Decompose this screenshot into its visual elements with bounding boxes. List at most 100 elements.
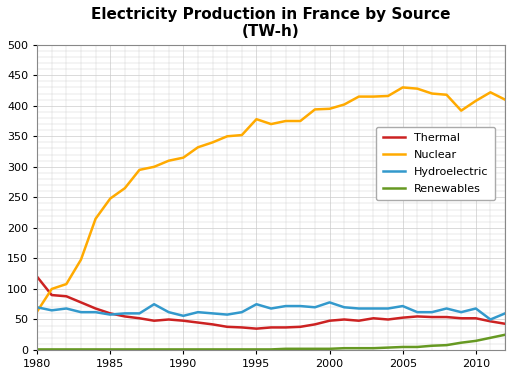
Hydroelectric: [312, 305, 318, 309]
Thermal: [34, 274, 40, 279]
Renewables: [443, 343, 450, 347]
Thermal: [195, 320, 201, 325]
Nuclear: [473, 99, 479, 103]
Renewables: [312, 347, 318, 351]
Hydroelectric: [93, 310, 99, 314]
Hydroelectric: [356, 306, 362, 311]
Renewables: [268, 347, 274, 352]
Hydroelectric: [473, 306, 479, 311]
Hydroelectric: [487, 317, 494, 322]
Renewables: [151, 347, 157, 352]
Thermal: [400, 315, 406, 320]
Nuclear: [370, 94, 376, 99]
Nuclear: [312, 107, 318, 112]
Legend: Thermal, Nuclear, Hydroelectric, Renewables: Thermal, Nuclear, Hydroelectric, Renewab…: [376, 127, 495, 200]
Nuclear: [385, 94, 391, 98]
Thermal: [385, 317, 391, 322]
Hydroelectric: [297, 304, 304, 308]
Title: Electricity Production in France by Source
(TW-h): Electricity Production in France by Sour…: [91, 7, 451, 39]
Renewables: [283, 347, 289, 351]
Hydroelectric: [253, 302, 260, 306]
Renewables: [341, 346, 347, 350]
Nuclear: [107, 196, 113, 201]
Renewables: [356, 346, 362, 350]
Nuclear: [180, 155, 186, 160]
Thermal: [297, 324, 304, 329]
Renewables: [107, 347, 113, 352]
Hydroelectric: [341, 305, 347, 309]
Thermal: [443, 315, 450, 319]
Nuclear: [443, 92, 450, 97]
Nuclear: [400, 85, 406, 90]
Hydroelectric: [209, 311, 216, 315]
Hydroelectric: [122, 311, 128, 315]
Thermal: [487, 319, 494, 324]
Thermal: [63, 294, 70, 299]
Hydroelectric: [268, 306, 274, 311]
Nuclear: [356, 94, 362, 99]
Hydroelectric: [195, 310, 201, 314]
Thermal: [49, 293, 55, 297]
Nuclear: [414, 86, 420, 91]
Thermal: [458, 316, 464, 320]
Hydroelectric: [151, 302, 157, 306]
Hydroelectric: [239, 310, 245, 314]
Renewables: [93, 347, 99, 352]
Nuclear: [458, 108, 464, 113]
Hydroelectric: [78, 310, 84, 314]
Line: Renewables: Renewables: [37, 335, 505, 349]
Thermal: [107, 311, 113, 315]
Nuclear: [239, 133, 245, 137]
Thermal: [283, 325, 289, 330]
Thermal: [166, 317, 172, 322]
Nuclear: [78, 258, 84, 262]
Hydroelectric: [370, 306, 376, 311]
Nuclear: [487, 90, 494, 95]
Thermal: [341, 317, 347, 322]
Hydroelectric: [180, 314, 186, 318]
Renewables: [63, 347, 70, 352]
Thermal: [268, 325, 274, 330]
Nuclear: [253, 117, 260, 121]
Hydroelectric: [502, 311, 508, 315]
Renewables: [49, 347, 55, 352]
Hydroelectric: [385, 306, 391, 311]
Nuclear: [136, 168, 142, 172]
Renewables: [166, 347, 172, 352]
Thermal: [224, 324, 230, 329]
Renewables: [297, 347, 304, 351]
Hydroelectric: [458, 310, 464, 314]
Nuclear: [297, 119, 304, 123]
Renewables: [253, 347, 260, 352]
Renewables: [136, 347, 142, 352]
Thermal: [356, 318, 362, 323]
Renewables: [209, 347, 216, 352]
Renewables: [78, 347, 84, 352]
Thermal: [78, 300, 84, 305]
Nuclear: [224, 134, 230, 138]
Renewables: [487, 335, 494, 340]
Hydroelectric: [107, 312, 113, 317]
Hydroelectric: [49, 308, 55, 312]
Renewables: [502, 332, 508, 337]
Renewables: [370, 346, 376, 350]
Thermal: [180, 318, 186, 323]
Thermal: [370, 316, 376, 320]
Hydroelectric: [414, 310, 420, 314]
Hydroelectric: [166, 310, 172, 314]
Nuclear: [283, 119, 289, 123]
Nuclear: [502, 97, 508, 102]
Nuclear: [268, 122, 274, 126]
Renewables: [195, 347, 201, 352]
Thermal: [502, 321, 508, 326]
Thermal: [414, 314, 420, 319]
Hydroelectric: [136, 311, 142, 315]
Thermal: [151, 318, 157, 323]
Renewables: [34, 347, 40, 352]
Nuclear: [93, 217, 99, 221]
Hydroelectric: [429, 310, 435, 314]
Hydroelectric: [283, 304, 289, 308]
Renewables: [400, 345, 406, 349]
Hydroelectric: [400, 304, 406, 308]
Thermal: [429, 315, 435, 319]
